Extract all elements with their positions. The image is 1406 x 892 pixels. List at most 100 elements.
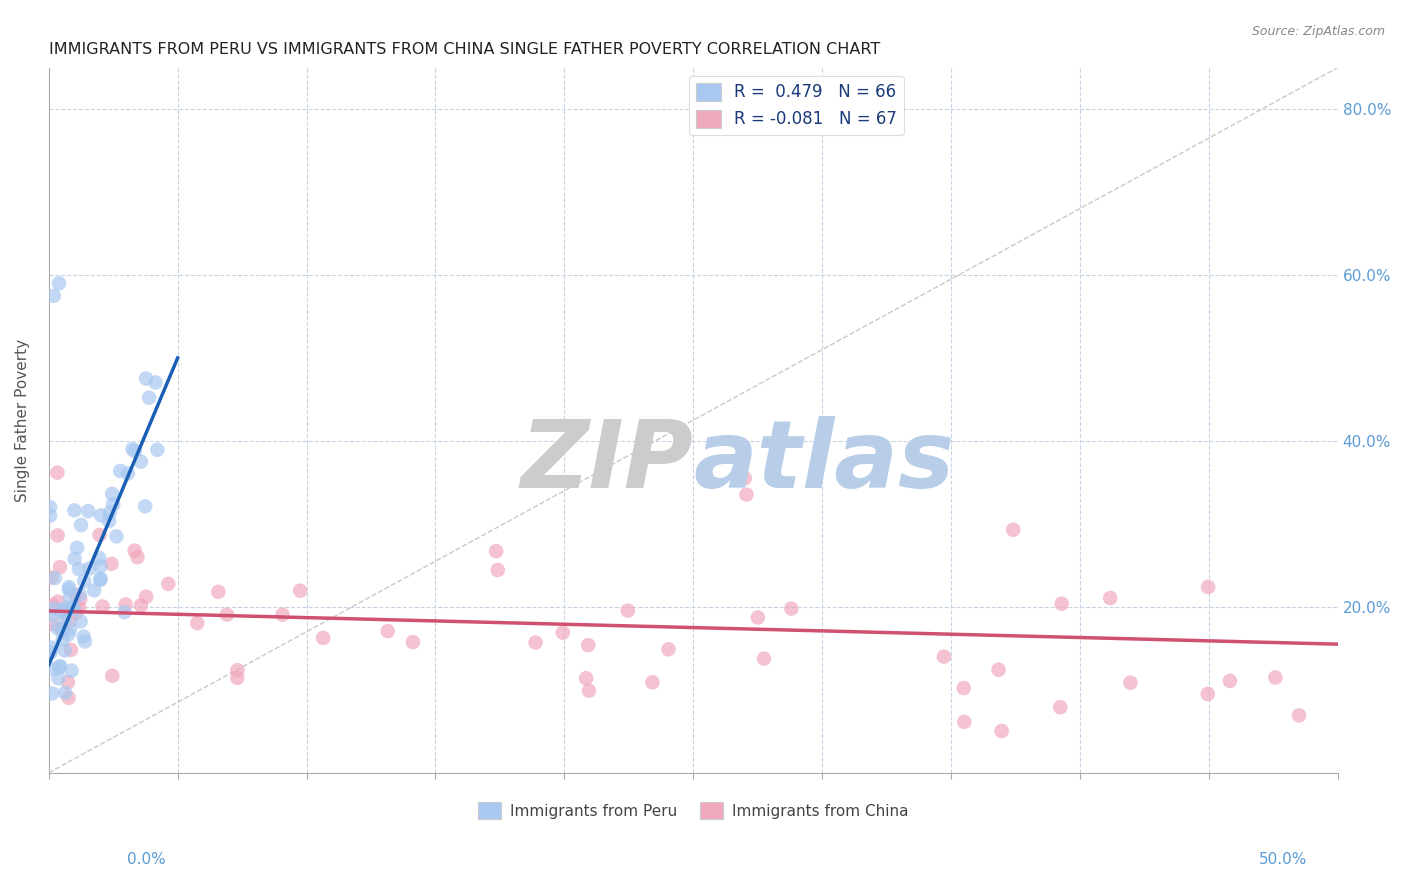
Point (58, 580, 80, 594)
Point (617, 604, 640, 618)
Point (1002, 523, 1025, 537)
Point (46, 594, 69, 608)
Point (402, 635, 425, 649)
Point (91, 599, 114, 614)
Point (69, 592, 91, 607)
Point (41, 640, 63, 655)
Point (735, 487, 758, 501)
Point (186, 615, 208, 630)
Point (576, 638, 599, 652)
Point (70, 518, 93, 533)
Point (1264, 671, 1286, 685)
Point (90, 508, 112, 523)
Point (146, 442, 169, 457)
Point (39, 500, 62, 515)
Point (290, 583, 312, 598)
Point (101, 487, 124, 501)
Point (65, 606, 87, 620)
Text: 50.0%: 50.0% (1260, 852, 1308, 867)
Point (486, 563, 509, 577)
Point (1049, 700, 1071, 714)
Point (89, 559, 111, 574)
Point (134, 500, 156, 514)
Text: atlas: atlas (693, 417, 955, 508)
Point (377, 624, 399, 639)
Point (1197, 580, 1219, 594)
Point (990, 724, 1012, 739)
Legend: Immigrants from Peru, Immigrants from China: Immigrants from Peru, Immigrants from Ch… (471, 797, 915, 825)
Point (52, 632, 75, 647)
Point (58, 690, 80, 705)
Point (127, 550, 149, 565)
Point (953, 714, 976, 729)
Point (103, 498, 125, 512)
Point (578, 683, 600, 698)
Point (89, 573, 111, 587)
Point (67, 601, 90, 615)
Point (98, 506, 121, 520)
Point (98, 514, 121, 528)
Point (59, 643, 82, 657)
Point (49, 659, 72, 673)
Point (59, 614, 82, 628)
Point (39, 508, 62, 523)
Point (215, 607, 238, 622)
Point (114, 598, 136, 612)
Point (63, 503, 86, 517)
Point (55, 606, 77, 620)
Point (72, 630, 94, 644)
Point (44, 601, 66, 615)
Point (157, 577, 180, 591)
Point (41, 608, 63, 623)
Point (83, 583, 105, 598)
Point (51, 604, 73, 618)
Point (87, 551, 110, 566)
Point (551, 625, 574, 640)
Point (101, 669, 124, 683)
Point (135, 371, 157, 385)
Point (121, 442, 143, 456)
Point (46, 622, 69, 636)
Text: Source: ZipAtlas.com: Source: ZipAtlas.com (1251, 25, 1385, 38)
Point (73, 574, 96, 589)
Point (48, 671, 70, 685)
Point (100, 557, 122, 571)
Point (734, 471, 756, 485)
Point (90, 572, 112, 586)
Point (1050, 597, 1073, 611)
Point (1219, 673, 1241, 688)
Point (1119, 675, 1142, 690)
Point (44, 662, 66, 676)
Point (124, 543, 146, 558)
Point (62, 602, 84, 616)
Point (105, 529, 128, 543)
Point (53, 600, 76, 615)
Point (41, 616, 63, 631)
Point (58, 602, 80, 616)
Point (485, 544, 508, 558)
Point (58, 627, 80, 641)
Point (65, 588, 87, 602)
Point (207, 585, 229, 599)
Point (271, 607, 294, 622)
Point (89, 528, 111, 542)
Point (52, 623, 75, 637)
Point (51, 606, 73, 620)
Point (48, 660, 70, 674)
Point (58, 582, 80, 597)
Point (44, 571, 66, 585)
Point (60, 664, 83, 678)
Point (62, 600, 84, 615)
Point (135, 590, 157, 604)
Point (657, 642, 679, 657)
Point (1288, 708, 1310, 723)
Point (110, 464, 132, 478)
Point (138, 391, 160, 405)
Point (53, 643, 76, 657)
Point (46, 528, 69, 542)
Point (987, 663, 1010, 677)
Point (226, 663, 249, 677)
Point (114, 605, 136, 619)
Point (73, 634, 96, 648)
Point (124, 444, 146, 458)
